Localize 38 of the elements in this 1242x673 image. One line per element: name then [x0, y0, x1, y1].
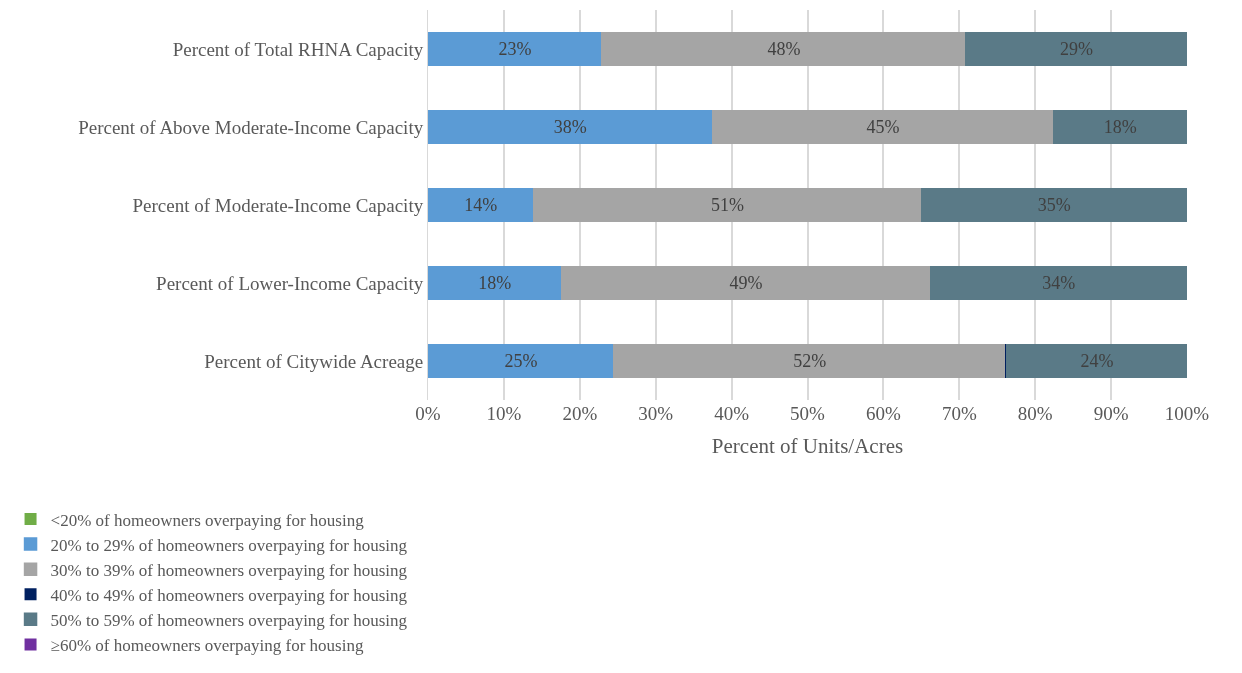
x-tick-label: 50%: [790, 403, 826, 424]
data-label: 18%: [478, 273, 512, 293]
data-label: 29%: [1060, 39, 1094, 59]
y-tick-label: Percent of Lower-Income Capacity: [156, 272, 424, 294]
legend-label: 40% to 49% of homeowners overpaying for housing: [50, 585, 408, 605]
x-axis-title: Percent of Units/Acres: [711, 434, 904, 459]
data-label: 38%: [553, 117, 587, 137]
data-label: 45%: [866, 117, 900, 137]
data-label: 34%: [1042, 273, 1076, 293]
x-tick-label: 20%: [562, 403, 598, 424]
legend-label: 30% to 39% of homeowners overpaying for housing: [50, 560, 408, 580]
data-label: 23%: [498, 39, 532, 59]
x-tick-label: 0%: [415, 403, 441, 424]
legend-label: ≥60% of homeowners overpaying for housing: [50, 636, 364, 656]
data-label: 14%: [464, 195, 498, 215]
x-tick-label: 30%: [638, 403, 674, 424]
data-label: 51%: [710, 195, 744, 215]
data-label: 35%: [1037, 195, 1071, 215]
y-tick-label: Percent of Total RHNA Capacity: [172, 38, 424, 60]
data-label: 25%: [504, 351, 538, 371]
x-tick-label: 40%: [714, 403, 750, 424]
x-tick-label: 80%: [1017, 403, 1053, 424]
x-tick-label: 10%: [486, 403, 522, 424]
data-label: 18%: [1103, 117, 1137, 137]
y-tick-label: Percent of Citywide Acreage: [204, 350, 424, 372]
data-label: 48%: [767, 39, 801, 59]
x-tick-label: 70%: [941, 403, 977, 424]
data-label: 49%: [729, 273, 763, 293]
y-tick-label: Percent of Moderate-Income Capacity: [132, 194, 424, 216]
legend-label: 20% to 29% of homeowners overpaying for housing: [50, 535, 408, 555]
legend-label: 50% to 59% of homeowners overpaying for housing: [50, 610, 408, 630]
y-tick-label: Percent of Above Moderate-Income Capacity: [78, 116, 424, 138]
data-label: 24%: [1080, 351, 1114, 371]
x-tick-label: 100%: [1164, 403, 1210, 424]
data-label: 52%: [793, 351, 827, 371]
legend-label: <20% of homeowners overpaying for housing: [50, 510, 365, 530]
x-tick-label: 90%: [1093, 403, 1129, 424]
x-tick-label: 60%: [865, 403, 901, 424]
